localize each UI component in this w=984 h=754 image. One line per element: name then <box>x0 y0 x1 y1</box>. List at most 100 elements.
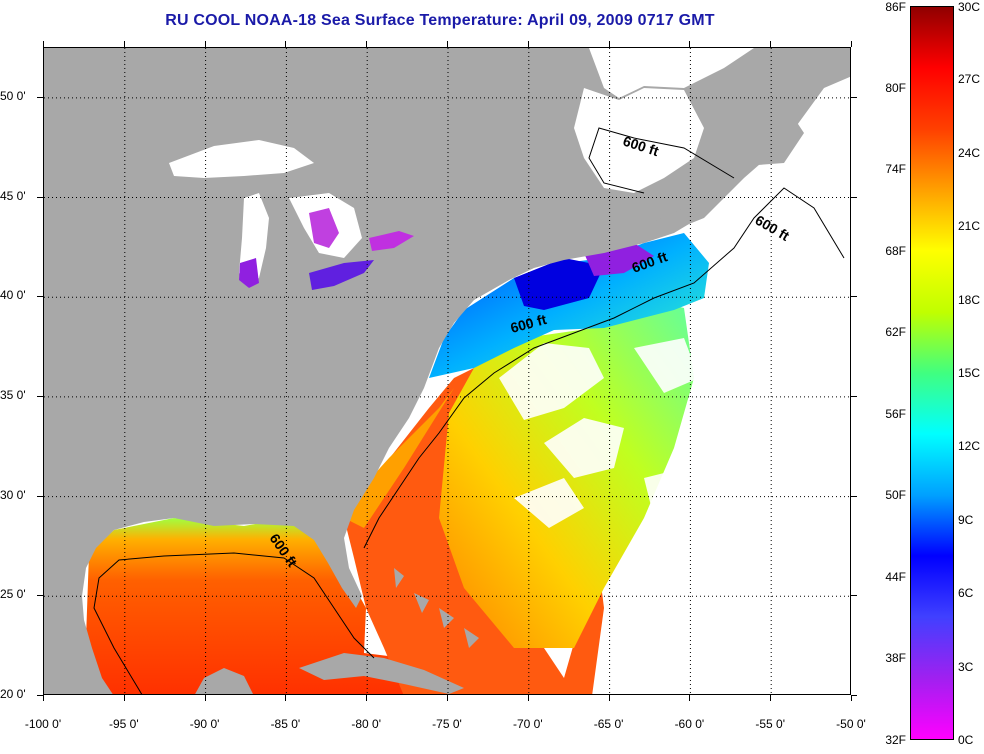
longitude-label: -50 0' <box>836 717 866 731</box>
colorbar-celsius-label: 18C <box>958 292 981 307</box>
latitude-tick <box>851 96 857 98</box>
colorbar-celsius-label: 0C <box>958 733 974 747</box>
latitude-label: 20 0' <box>0 687 26 701</box>
longitude-tick <box>447 41 448 47</box>
longitude-tick <box>366 695 368 701</box>
lake-erie <box>309 260 374 290</box>
lake-ontario <box>369 231 414 251</box>
longitude-tick <box>204 695 206 701</box>
latitude-label: 25 0' <box>0 587 26 602</box>
colorbar-fahrenheit-label: 38F <box>885 651 906 666</box>
graticule-grid <box>44 48 850 694</box>
longitude-label: -95 0' <box>108 717 139 731</box>
longitude-tick <box>608 695 610 701</box>
latitude-tick <box>851 495 857 497</box>
longitude-label: -55 0' <box>755 717 786 731</box>
cuba-land <box>299 653 464 694</box>
nova-scotia-land <box>604 198 709 253</box>
gulf-of-mexico-sst <box>84 518 481 694</box>
longitude-label: -85 0' <box>270 717 301 731</box>
latitude-tick <box>37 395 43 397</box>
colorbar-celsius-label: 21C <box>958 219 981 234</box>
colorbar-fahrenheit-label: 56F <box>885 406 906 421</box>
map-title: RU COOL NOAA-18 Sea Surface Temperature:… <box>165 12 715 29</box>
colorbar-fahrenheit-label: 44F <box>885 569 906 584</box>
mexico-land <box>44 620 253 694</box>
colorbar-celsius-label: 24C <box>958 145 981 160</box>
longitude-label: -65 0' <box>593 717 624 731</box>
sst-map-canvas: 600 ft 600 ft 600 ft 600 ft 600 ft <box>44 48 850 694</box>
latitude-label: 45 0' <box>0 188 26 203</box>
newfoundland-land <box>694 88 804 166</box>
longitude-tick <box>366 41 368 47</box>
latitude-tick <box>851 695 857 696</box>
sst-map[interactable]: 600 ft 600 ft 600 ft 600 ft 600 ft <box>43 47 851 695</box>
latitude-tick <box>851 196 857 198</box>
longitude-tick <box>123 695 125 701</box>
colorbar-celsius-label: 12C <box>958 439 981 454</box>
contour-600ft <box>93 552 375 694</box>
offshore-sst <box>439 298 694 648</box>
longitude-tick <box>285 41 287 47</box>
lake-michigan-south <box>239 258 259 288</box>
colorbar-fahrenheit-label: 68F <box>885 243 906 258</box>
latitude-tick <box>851 595 857 597</box>
longitude-tick <box>770 695 772 701</box>
longitude-label: -90 0' <box>189 717 220 731</box>
longitude-tick <box>770 41 772 47</box>
latitude-tick <box>851 296 857 298</box>
latitude-tick <box>37 495 43 497</box>
longitude-tick <box>851 41 852 47</box>
longitude-tick <box>43 695 44 701</box>
colorbar-celsius-label: 15C <box>958 366 981 380</box>
southeast-shelf-sst <box>344 388 454 528</box>
contour-600ft-east <box>363 187 845 549</box>
colorbar-celsius-label: 27C <box>958 72 981 87</box>
longitude-tick <box>608 41 610 47</box>
latitude-label: 40 0' <box>0 288 26 303</box>
colorbar-fahrenheit-label: 74F <box>885 162 906 177</box>
longitude-label: -80 0' <box>351 717 382 731</box>
colorbar-celsius-label: 3C <box>958 659 974 674</box>
longitude-tick <box>447 695 448 701</box>
longitude-tick <box>123 41 125 47</box>
longitude-tick <box>43 41 44 47</box>
colorbar-fahrenheit-label: 62F <box>885 325 906 340</box>
colorbar-fahrenheit-label: 80F <box>885 80 906 95</box>
latitude-tick <box>37 96 43 98</box>
colorbar-celsius-label: 30C <box>958 0 981 14</box>
cloud-patches <box>499 338 699 528</box>
longitude-tick <box>527 695 529 701</box>
colorbar-celsius-label: 9C <box>958 512 974 527</box>
longitude-label: -60 0' <box>674 717 705 731</box>
latitude-tick <box>37 196 43 198</box>
latitude-label: 50 0' <box>0 88 26 103</box>
longitude-tick <box>527 41 529 47</box>
longitude-tick <box>689 41 691 47</box>
lake-huron-sst <box>309 208 339 248</box>
longitude-tick <box>204 41 206 47</box>
contour-600ft-north <box>588 127 735 194</box>
latitude-tick <box>37 595 43 597</box>
latitude-tick <box>37 695 43 696</box>
longitude-tick <box>285 695 287 701</box>
longitude-tick <box>851 695 852 701</box>
latitude-label: 35 0' <box>0 387 26 402</box>
colorbar-fahrenheit-label: 32F <box>885 733 906 747</box>
longitude-label: -100 0' <box>24 717 62 731</box>
temperature-colorbar <box>910 6 954 740</box>
colorbar-fahrenheit-label: 86F <box>885 0 906 14</box>
latitude-tick <box>851 395 857 397</box>
latitude-tick <box>37 296 43 298</box>
longitude-label: -75 0' <box>432 717 462 731</box>
longitude-tick <box>689 695 691 701</box>
longitude-label: -70 0' <box>512 717 543 731</box>
contour-label-grand-banks: 600 ft <box>753 212 793 244</box>
northeast-shelf-sst <box>429 233 709 378</box>
gulf-of-st-lawrence <box>574 88 704 193</box>
north-america-land <box>44 48 850 620</box>
latitude-label: 30 0' <box>0 487 26 502</box>
bahamas-islands <box>394 568 479 648</box>
colorbar-fahrenheit-label: 50F <box>885 488 906 503</box>
colorbar-celsius-label: 6C <box>958 586 974 601</box>
